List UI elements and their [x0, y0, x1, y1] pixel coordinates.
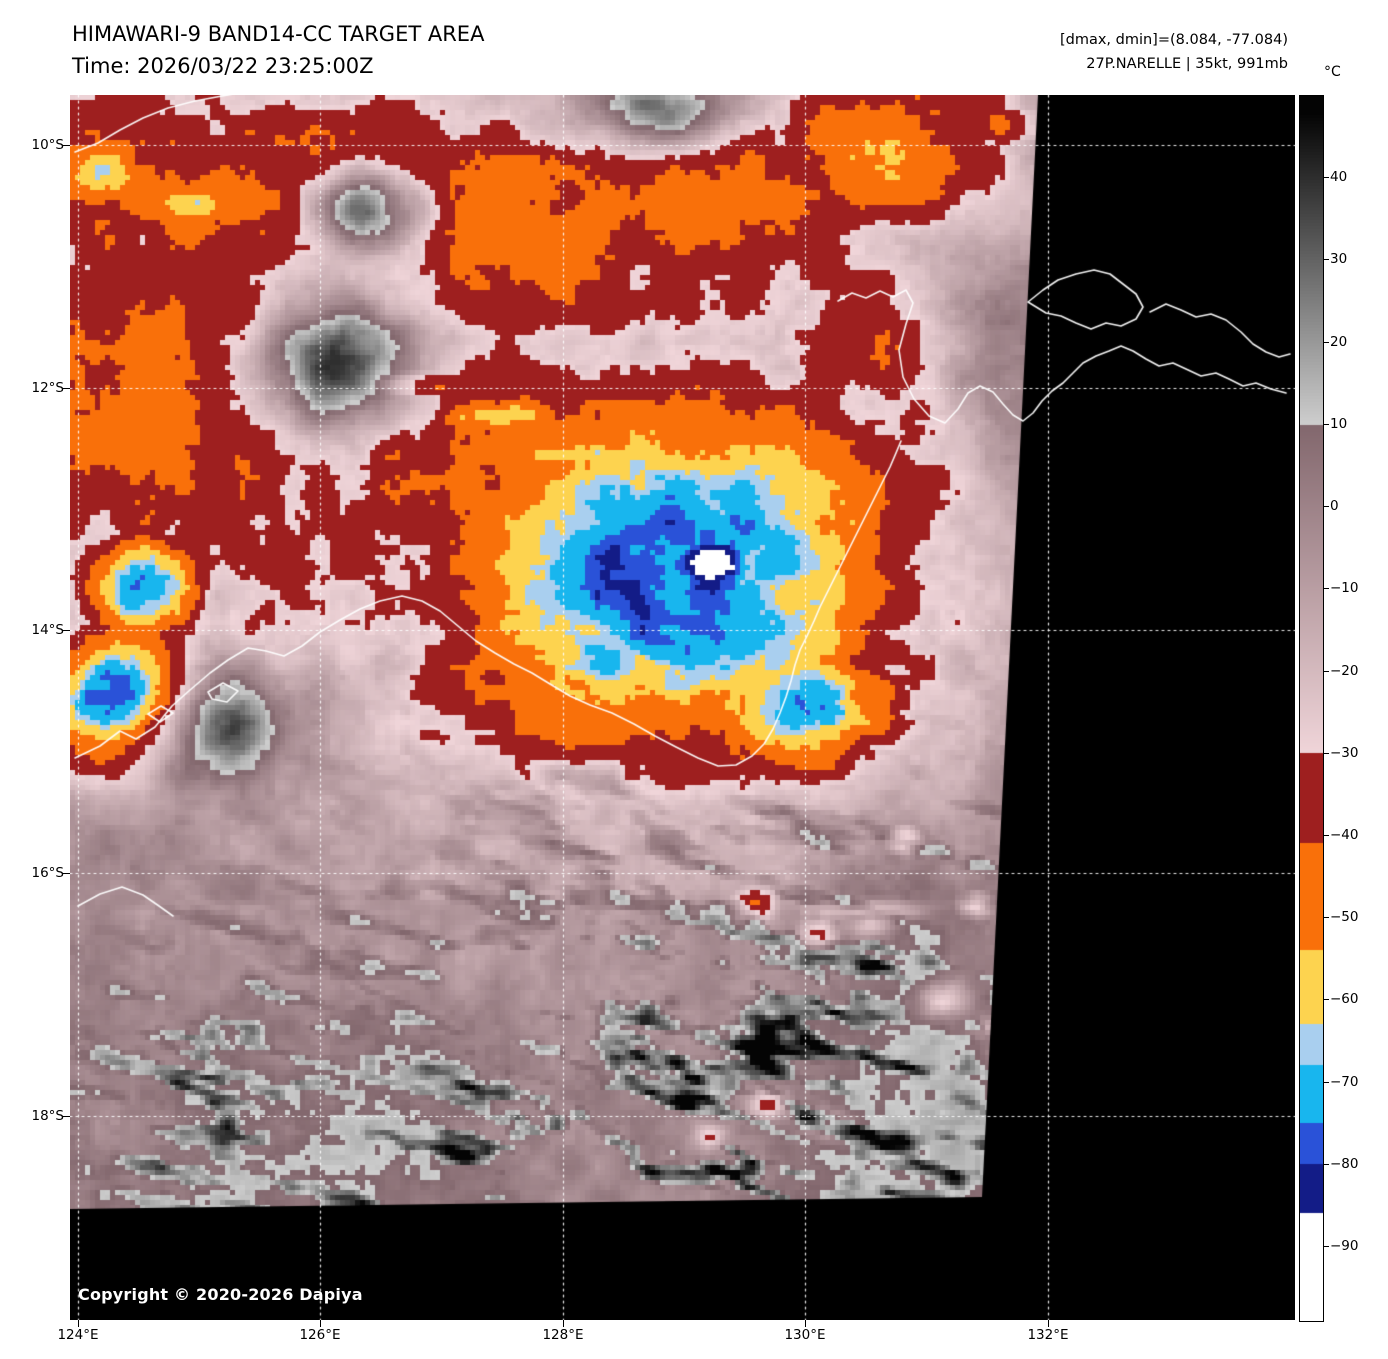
- colorbar-tick-mark: [1323, 999, 1329, 1000]
- satellite-image-canvas: [70, 95, 1295, 1320]
- cbar-tick-m30: −30: [1330, 745, 1359, 761]
- lat-label-12s: 12°S: [31, 380, 65, 396]
- lat-label-14s: 14°S: [31, 622, 65, 638]
- colorbar-tick-mark: [1323, 588, 1329, 589]
- colorbar-tick-mark: [1323, 1082, 1329, 1083]
- map-plot: [70, 95, 1295, 1320]
- lon-axis-tick: [563, 1320, 564, 1327]
- colorbar-tick-mark: [1323, 917, 1329, 918]
- lon-label-132e: 132°E: [1027, 1327, 1069, 1343]
- lat-axis-tick: [63, 873, 70, 874]
- cbar-tick-m80: −80: [1330, 1156, 1359, 1172]
- colorbar-tick-mark: [1323, 177, 1329, 178]
- lon-axis-tick: [805, 1320, 806, 1327]
- cbar-tick-m90: −90: [1330, 1238, 1359, 1254]
- lat-label-16s: 16°S: [31, 865, 65, 881]
- cbar-tick-m50: −50: [1330, 909, 1359, 925]
- cbar-tick-m60: −60: [1330, 991, 1359, 1007]
- colorbar-tick-mark: [1323, 342, 1329, 343]
- storm-info: 27P.NARELLE | 35kt, 991mb: [1086, 56, 1288, 72]
- dmax-dmin-readout: [dmax, dmin]=(8.084, -77.084): [1059, 32, 1288, 48]
- colorbar-canvas: [1300, 96, 1323, 1319]
- colorbar-tick-mark: [1323, 835, 1329, 836]
- lat-axis-tick: [63, 630, 70, 631]
- colorbar-tick-mark: [1323, 506, 1329, 507]
- copyright-text: Copyright © 2020-2026 Dapiya: [78, 1285, 363, 1304]
- colorbar-tick-mark: [1323, 671, 1329, 672]
- lon-axis-tick: [78, 1320, 79, 1327]
- page-title: HIMAWARI-9 BAND14-CC TARGET AREA: [72, 22, 485, 46]
- cbar-tick-10: 10: [1330, 416, 1348, 432]
- lon-label-130e: 130°E: [784, 1327, 826, 1343]
- cbar-tick-m40: −40: [1330, 827, 1359, 843]
- colorbar-tick-mark: [1323, 753, 1329, 754]
- lon-axis-tick: [320, 1320, 321, 1327]
- colorbar-tick-mark: [1323, 1246, 1329, 1247]
- timestamp: Time: 2026/03/22 23:25:00Z: [72, 54, 374, 78]
- colorbar-tick-mark: [1323, 424, 1329, 425]
- colorbar-unit-label: °C: [1324, 64, 1341, 80]
- colorbar-tick-mark: [1323, 1164, 1329, 1165]
- lat-label-10s: 10°S: [31, 137, 65, 153]
- cbar-tick-0: 0: [1330, 498, 1339, 514]
- lat-axis-tick: [63, 145, 70, 146]
- lat-axis-tick: [63, 388, 70, 389]
- cbar-tick-m10: −10: [1330, 580, 1359, 596]
- lon-axis-tick: [1048, 1320, 1049, 1327]
- lon-label-126e: 126°E: [299, 1327, 341, 1343]
- colorbar-tick-mark: [1323, 259, 1329, 260]
- cbar-tick-40: 40: [1330, 169, 1348, 185]
- cbar-tick-m70: −70: [1330, 1074, 1359, 1090]
- cbar-tick-30: 30: [1330, 251, 1348, 267]
- lon-label-128e: 128°E: [542, 1327, 584, 1343]
- lon-label-124e: 124°E: [57, 1327, 99, 1343]
- cbar-tick-20: 20: [1330, 334, 1348, 350]
- lat-axis-tick: [63, 1116, 70, 1117]
- cbar-tick-m20: −20: [1330, 663, 1359, 679]
- lat-label-18s: 18°S: [31, 1108, 65, 1124]
- colorbar: [1299, 95, 1324, 1322]
